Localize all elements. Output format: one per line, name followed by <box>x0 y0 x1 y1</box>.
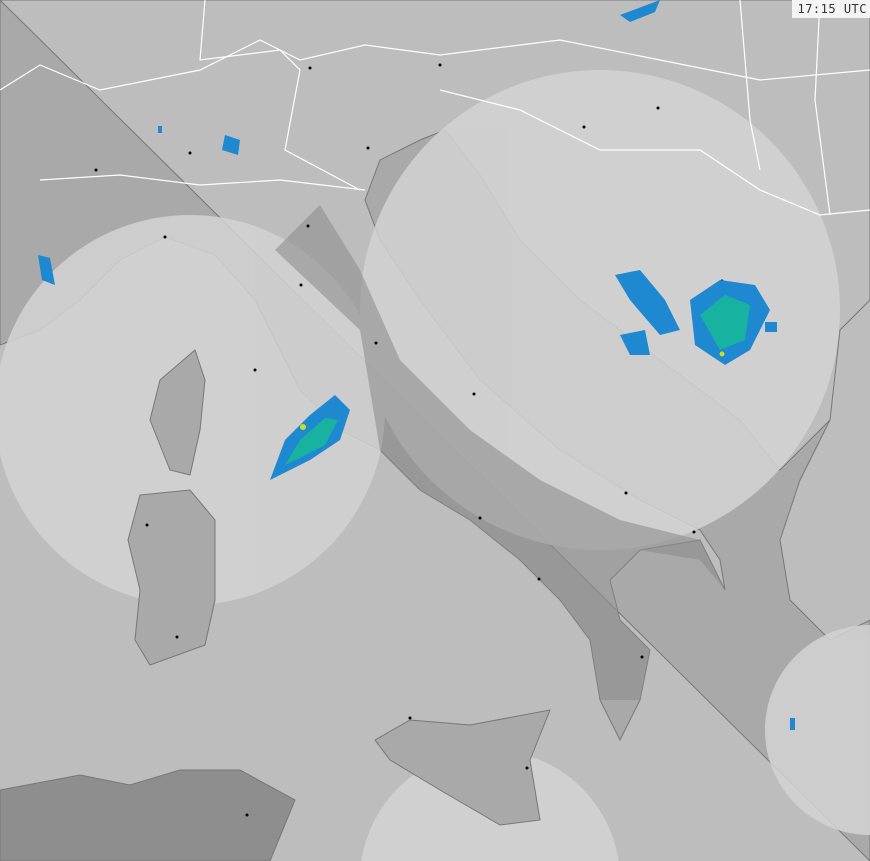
echo-balkans-core <box>700 295 750 350</box>
timestamp-label: 17:15 UTC <box>792 0 870 18</box>
corsica <box>149 349 206 476</box>
country-borders <box>0 0 870 216</box>
echo-tyrrhenian-core <box>285 418 338 465</box>
echo-small <box>620 330 650 355</box>
echo-small <box>620 0 660 22</box>
echo-small <box>158 126 162 133</box>
north-africa <box>0 769 296 861</box>
precipitation-echoes <box>38 0 795 730</box>
echo-small <box>765 322 777 332</box>
radar-coverage-circle <box>360 70 840 550</box>
land-outside-coverage <box>275 205 725 700</box>
echo-small <box>38 255 55 285</box>
echo-strong-cell <box>300 424 306 430</box>
echo-small <box>222 135 240 155</box>
sardinia <box>127 489 216 666</box>
sicily <box>374 709 551 826</box>
echo-small <box>615 270 680 335</box>
echo-strong-cell <box>719 351 725 357</box>
echo-small <box>790 718 795 730</box>
radar-coverage-circle <box>765 625 870 835</box>
